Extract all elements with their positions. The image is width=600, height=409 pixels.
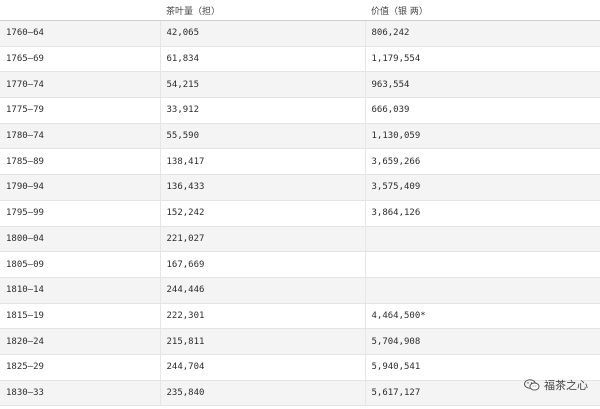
tea-volume-cell: 152,242: [159, 200, 365, 227]
period-cell: 1800—04: [0, 226, 160, 253]
table-row: 1810—14 244,446: [0, 277, 600, 304]
header-tea-volume: 茶叶量（担）: [160, 0, 365, 21]
table-row: 1815—19 222,301 4,464,500*: [0, 303, 600, 330]
tea-volume-cell: 244,704: [159, 354, 365, 381]
tea-volume-cell: 61,834: [159, 46, 365, 73]
value-cell: 963,554: [364, 71, 600, 99]
period-cell: 1795—99: [0, 200, 160, 227]
table-row: 1760—64 42,065 806,242: [0, 20, 600, 47]
tea-volume-cell: 33,912: [159, 97, 365, 124]
table-header: 茶叶量（担） 价值（银 两）: [0, 0, 600, 21]
table-row: 1790—94 136,433 3,575,409: [0, 174, 600, 201]
value-cell: 1,130,059: [364, 123, 600, 150]
value-cell: 1,179,554: [364, 46, 600, 73]
value-cell: 666,039: [364, 97, 600, 124]
tea-volume-cell: 167,669: [159, 251, 365, 278]
period-cell: 1810—14: [0, 277, 160, 304]
table-row: 1770—74 54,215 963,554: [0, 71, 600, 99]
table-body: 1760—64 42,065 806,242 1765—69 61,834 1,179,5…: [0, 20, 600, 407]
table-row: 1785—89 138,417 3,659,266: [0, 148, 600, 176]
period-cell: 1785—89: [0, 148, 160, 176]
period-cell: 1780—74: [0, 123, 160, 150]
tea-volume-cell: 244,446: [159, 277, 365, 304]
period-cell: 1820—24: [0, 328, 160, 355]
value-cell: 5,617,127: [364, 380, 600, 407]
value-cell: 5,940,541: [364, 354, 600, 381]
value-cell: [364, 226, 600, 253]
tea-volume-cell: 136,433: [159, 174, 365, 201]
period-cell: 1760—64: [0, 20, 160, 47]
period-cell: 1805—09: [0, 251, 160, 278]
tea-volume-cell: 235,840: [159, 380, 365, 407]
value-cell: 4,464,500*: [364, 303, 600, 330]
period-cell: 1770—74: [0, 71, 160, 99]
tea-volume-cell: 55,590: [159, 123, 365, 150]
value-cell: [364, 277, 600, 304]
table-row: 1780—74 55,590 1,130,059: [0, 123, 600, 150]
period-cell: 1775—79: [0, 97, 160, 124]
period-cell: 1765—69: [0, 46, 160, 73]
header-row: 茶叶量（担） 价值（银 两）: [0, 0, 600, 21]
tea-volume-cell: 221,027: [159, 226, 365, 253]
period-cell: 1825—29: [0, 354, 160, 381]
header-value: 价值（银 两）: [365, 0, 600, 21]
value-cell: [364, 251, 600, 278]
table-row: 1795—99 152,242 3,864,126: [0, 200, 600, 227]
value-cell: 3,864,126: [364, 200, 600, 227]
table-row: 1805—09 167,669: [0, 251, 600, 278]
table-row: 1800—04 221,027: [0, 226, 600, 253]
period-cell: 1830—33: [0, 380, 160, 407]
tea-volume-cell: 222,301: [159, 303, 365, 330]
watermark-text: 福茶之心: [544, 379, 588, 392]
header-period: [0, 0, 160, 21]
tea-volume-cell: 138,417: [159, 148, 365, 176]
table-row: 1765—69 61,834 1,179,554: [0, 46, 600, 73]
period-cell: 1815—19: [0, 303, 160, 330]
table-row: 1825—29 244,704 5,940,541: [0, 354, 600, 381]
value-cell: 3,575,409: [364, 174, 600, 201]
wechat-icon: [524, 379, 540, 391]
period-cell: 1790—94: [0, 174, 160, 201]
tea-volume-cell: 215,811: [159, 328, 365, 355]
table-row: 1775—79 33,912 666,039: [0, 97, 600, 124]
tea-volume-cell: 42,065: [159, 20, 365, 47]
value-cell: 3,659,266: [364, 148, 600, 176]
value-cell: 806,242: [364, 20, 600, 47]
watermark: 福茶之心: [524, 377, 588, 393]
table-row: 1830—33 235,840 5,617,127: [0, 380, 600, 407]
value-cell: 5,704,908: [364, 328, 600, 355]
table-row: 1820—24 215,811 5,704,908: [0, 328, 600, 355]
tea-volume-cell: 54,215: [159, 71, 365, 99]
